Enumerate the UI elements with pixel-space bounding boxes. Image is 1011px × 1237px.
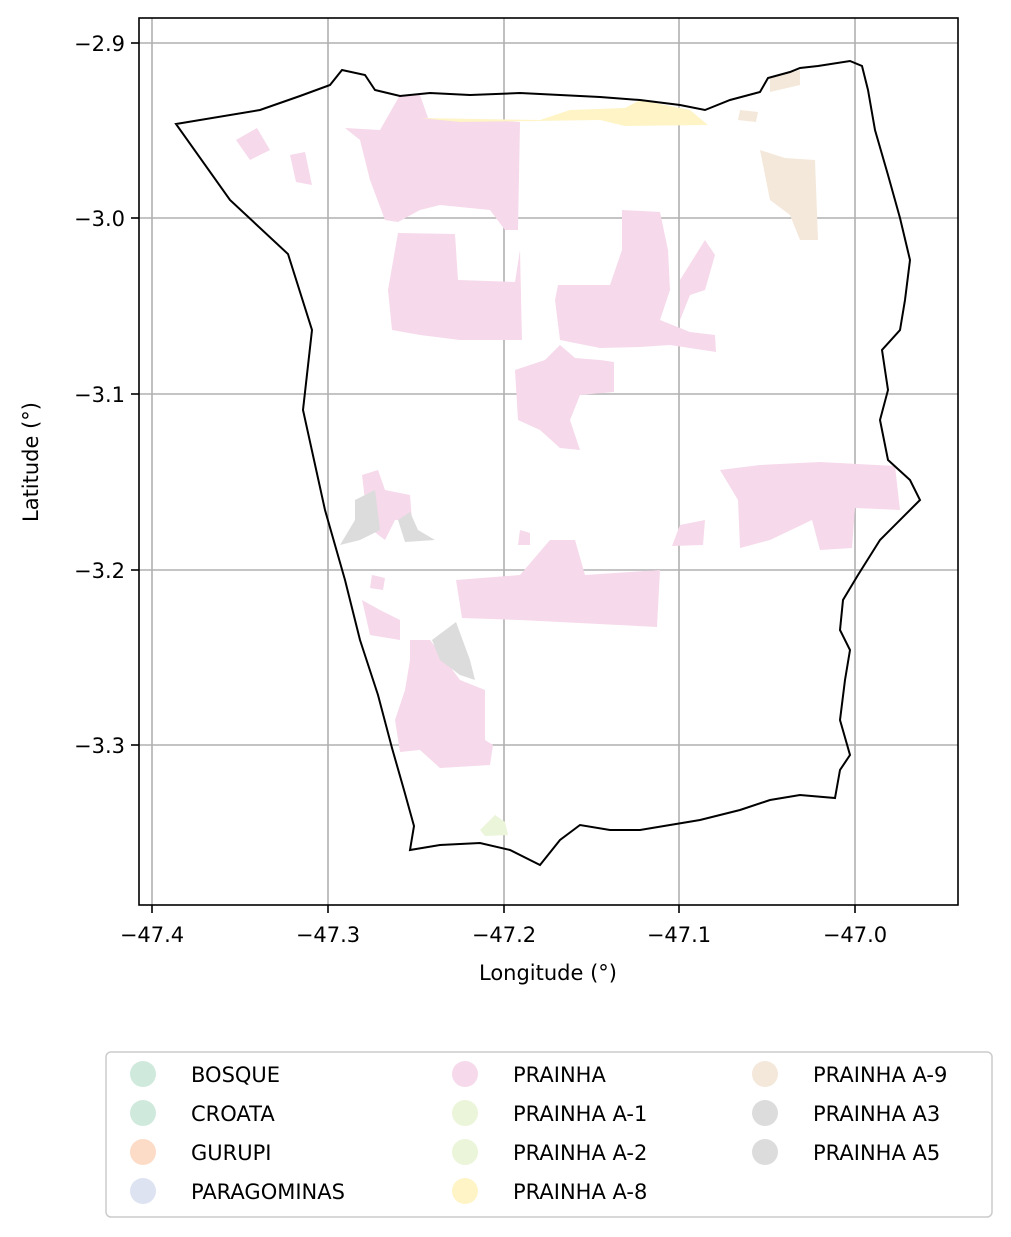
municipality-boundary (174, 59, 922, 867)
plot-frame (138, 17, 959, 906)
x-tick-label: −47.1 (647, 923, 711, 947)
parcel-prainha (345, 95, 520, 230)
y-tick-label: −3.0 (74, 207, 125, 231)
legend-marker (752, 1139, 778, 1165)
parcel-prainha (680, 240, 715, 320)
parcel-prainha-a9 (738, 110, 758, 122)
legend-label: PRAINHA A-2 (513, 1141, 647, 1165)
legend-entry: PRAINHA (452, 1061, 606, 1087)
legend-marker (130, 1178, 156, 1204)
x-axis: −47.4 −47.3 −47.2 −47.1 −47.0 (120, 905, 887, 947)
parcel-prainha-a3 (340, 490, 380, 545)
legend-entry: PRAINHA A5 (752, 1139, 940, 1165)
parcel-prainha-a5 (432, 622, 475, 680)
legend-marker (452, 1139, 478, 1165)
legend-label: BOSQUE (191, 1063, 280, 1087)
legend-marker (452, 1061, 478, 1087)
x-tick-label: −47.0 (823, 923, 887, 947)
legend-entry: PRAINHA A3 (752, 1100, 940, 1126)
prainha-parcels (236, 95, 900, 768)
y-tick-label: −3.3 (74, 734, 125, 758)
legend-label: PRAINHA A3 (813, 1102, 940, 1126)
parcel-prainha (290, 152, 312, 185)
prainha-a8-parcels (420, 100, 708, 126)
y-tick-label: −3.2 (74, 559, 125, 583)
legend-marker (452, 1178, 478, 1204)
prainha-a9-parcels (738, 70, 818, 240)
legend-label: PRAINHA (513, 1063, 606, 1087)
y-tick-label: −3.1 (74, 383, 125, 407)
prainha-a1-parcels (480, 815, 508, 836)
legend-box (105, 1051, 993, 1218)
prainha-a3-a5-parcels (340, 490, 475, 680)
x-tick-label: −47.2 (472, 923, 536, 947)
legend-label: PRAINHA A5 (813, 1141, 940, 1165)
parcel-prainha-a5 (398, 512, 435, 542)
legend-marker (752, 1100, 778, 1126)
parcel-prainha (388, 233, 522, 340)
legend-marker (130, 1100, 156, 1126)
parcel-polygons (236, 70, 900, 836)
legend-label: CROATA (191, 1102, 275, 1126)
legend-marker (130, 1139, 156, 1165)
x-axis-label: Longitude (°) (479, 961, 617, 985)
legend: BOSQUE CROATA GURUPI PARAGOMINAS PRAINHA PRAI… (105, 1051, 993, 1218)
parcel-prainha-a9 (760, 150, 818, 240)
y-tick-label: −2.9 (74, 32, 125, 56)
legend-label: PRAINHA A-9 (813, 1063, 947, 1087)
x-tick-label: −47.3 (296, 923, 360, 947)
legend-entry: PRAINHA A-2 (452, 1139, 647, 1165)
y-axis: −2.9 −3.0 −3.1 −3.2 −3.3 (74, 32, 139, 758)
legend-label: PRAINHA A-8 (513, 1180, 647, 1204)
legend-label: GURUPI (191, 1141, 271, 1165)
parcel-prainha-a1 (480, 815, 508, 836)
legend-marker (130, 1061, 156, 1087)
parcel-prainha (370, 575, 385, 590)
legend-label: PRAINHA A-1 (513, 1102, 647, 1126)
legend-entry: BOSQUE (130, 1061, 280, 1087)
parcel-prainha-a8 (420, 100, 708, 126)
map-plot-area: −47.4 −47.3 −47.2 −47.1 −47.0 −2.9 −3.0 −3.1 −3… (19, 17, 959, 985)
x-tick-label: −47.4 (120, 923, 184, 947)
parcel-prainha (555, 210, 716, 352)
legend-marker (752, 1061, 778, 1087)
parcel-prainha (456, 540, 660, 627)
parcel-prainha (720, 462, 900, 550)
parcel-prainha (362, 600, 400, 640)
parcel-prainha (672, 520, 705, 546)
parcel-prainha (236, 128, 270, 160)
parcel-prainha (395, 640, 493, 768)
legend-entry: CROATA (130, 1100, 275, 1126)
legend-entry: PRAINHA A-9 (752, 1061, 947, 1087)
y-axis-label: Latitude (°) (19, 402, 43, 522)
parcel-prainha (515, 345, 614, 450)
legend-items: BOSQUE CROATA GURUPI PARAGOMINAS PRAINHA PRAI… (130, 1061, 947, 1204)
legend-entry: PRAINHA A-1 (452, 1100, 647, 1126)
parcel-prainha (518, 530, 530, 545)
parcel-prainha-a9 (770, 70, 800, 92)
legend-entry: PRAINHA A-8 (452, 1178, 647, 1204)
legend-entry: GURUPI (130, 1139, 271, 1165)
legend-entry: PARAGOMINAS (130, 1178, 345, 1204)
legend-label: PARAGOMINAS (191, 1180, 345, 1204)
legend-marker (452, 1100, 478, 1126)
